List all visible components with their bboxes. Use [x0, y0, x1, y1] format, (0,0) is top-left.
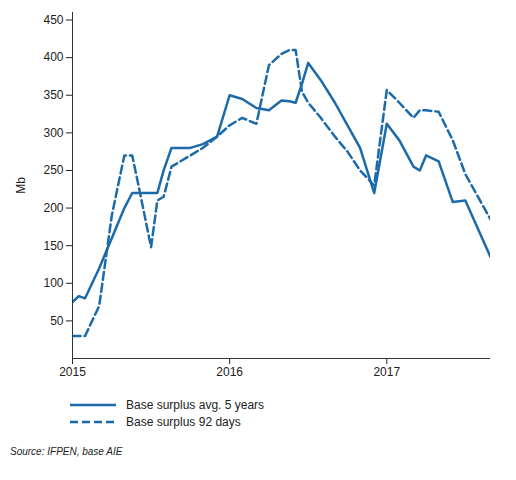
svg-text:200: 200	[43, 201, 63, 215]
svg-text:2017: 2017	[373, 365, 400, 379]
html-text:Source: IFPEN, base AIE: Source: IFPEN, base AIE	[10, 446, 123, 457]
svg-text:250: 250	[43, 163, 63, 177]
svg-text:350: 350	[43, 88, 63, 102]
svg-text:2016: 2016	[216, 365, 243, 379]
svg-text:2015: 2015	[59, 365, 86, 379]
svg-text:450: 450	[43, 13, 63, 27]
svg-text:150: 150	[43, 239, 63, 253]
svg-text:Mb: Mb	[14, 177, 28, 194]
html-text:Base surplus 92 days: Base surplus 92 days	[126, 414, 241, 429]
html-text:Base surplus avg. 5 years: Base surplus avg. 5 years	[126, 397, 265, 412]
svg-text:300: 300	[43, 126, 63, 140]
svg-text:100: 100	[43, 276, 63, 290]
svg-text:400: 400	[43, 50, 63, 64]
svg-text:50: 50	[50, 314, 64, 328]
